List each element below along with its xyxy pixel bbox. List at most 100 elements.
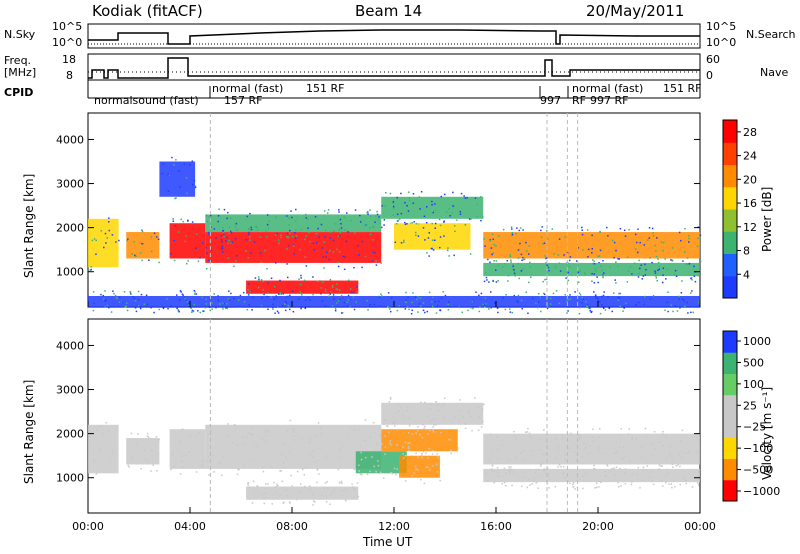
data-speck (109, 460, 112, 463)
data-speck (179, 186, 181, 188)
data-speck (182, 220, 184, 223)
data-speck (390, 471, 392, 474)
freq-trace (88, 57, 700, 79)
data-speck (376, 210, 378, 213)
data-speck (202, 460, 205, 463)
data-speck (584, 447, 587, 450)
colorbar-tick-label: −1000 (743, 485, 780, 498)
data-speck (379, 434, 382, 437)
data-speck (238, 468, 240, 470)
data-speck (177, 309, 180, 312)
data-speck (438, 403, 440, 406)
data-speck (397, 219, 400, 222)
data-speck (685, 452, 688, 454)
data-speck (458, 306, 461, 309)
data-speck (392, 214, 394, 217)
data-speck (335, 288, 338, 290)
data-speck (464, 423, 466, 425)
data-speck (280, 293, 282, 296)
data-speck (195, 293, 198, 295)
data-speck (679, 483, 681, 486)
data-speck (322, 256, 324, 258)
data-speck (369, 209, 371, 211)
data-speck (527, 427, 529, 430)
data-speck (598, 262, 600, 264)
data-speck (296, 498, 298, 501)
data-speck (493, 470, 495, 473)
data-speck (616, 450, 618, 453)
data-speck (202, 310, 204, 312)
data-speck (619, 227, 622, 230)
data-speck (475, 291, 477, 293)
data-speck (597, 446, 600, 448)
data-speck (679, 465, 681, 468)
data-speck (128, 466, 130, 468)
data-speck (520, 299, 523, 302)
data-speck (417, 456, 419, 459)
data-speck (252, 480, 255, 483)
data-speck (434, 239, 436, 242)
data-speck (683, 300, 685, 302)
data-speck (500, 444, 503, 446)
data-speck (323, 267, 325, 269)
data-speck (569, 447, 571, 449)
data-speck (369, 304, 371, 306)
data-speck (270, 277, 273, 280)
data-speck (242, 435, 245, 438)
data-speck (395, 223, 398, 225)
data-speck (298, 491, 300, 493)
data-speck (607, 296, 609, 298)
data-speck (587, 256, 589, 258)
data-speck (491, 470, 493, 472)
data-speck (493, 481, 495, 484)
data-speck (588, 445, 591, 447)
data-speck (620, 485, 622, 487)
data-speck (579, 437, 582, 439)
data-speck (487, 258, 489, 261)
data-speck (230, 232, 233, 234)
data-speck (697, 274, 700, 277)
data-speck (589, 307, 591, 310)
colorbar-tick-label: −100 (743, 442, 773, 455)
data-speck (340, 230, 343, 233)
data-speck (434, 209, 437, 212)
data-speck (690, 311, 692, 314)
data-speck (530, 436, 532, 438)
data-speck (637, 276, 640, 278)
data-speck (325, 456, 327, 458)
data-speck (303, 485, 306, 488)
data-speck (267, 308, 269, 311)
data-speck (615, 466, 618, 469)
data-speck (651, 442, 653, 445)
velocity-ylabel: Slant Range [km] (22, 379, 36, 484)
data-speck (563, 459, 566, 461)
data-speck (292, 427, 295, 430)
data-speck (572, 486, 575, 488)
data-speck (420, 401, 422, 404)
data-speck (221, 247, 224, 249)
data-speck (350, 291, 353, 293)
colorbar-tick-label: 12 (743, 221, 757, 234)
data-speck (303, 474, 306, 476)
data-speck (305, 235, 307, 237)
data-speck (354, 209, 357, 211)
data-speck (383, 224, 385, 226)
data-speck (657, 269, 659, 272)
data-speck (443, 193, 446, 196)
data-speck (88, 445, 90, 448)
data-speck (426, 310, 429, 313)
data-speck (567, 480, 569, 483)
data-speck (436, 453, 438, 455)
data-speck (422, 309, 425, 312)
data-speck (645, 268, 647, 271)
data-speck (242, 291, 245, 294)
data-speck (304, 238, 306, 241)
data-speck (286, 232, 289, 235)
velocity-colorbar-label: Velocity [m s⁻¹] (760, 386, 774, 480)
data-speck (207, 231, 210, 234)
data-speck (655, 275, 657, 277)
data-speck (90, 431, 93, 433)
data-speck (104, 290, 106, 292)
data-speck (205, 267, 208, 270)
data-speck (181, 428, 184, 430)
